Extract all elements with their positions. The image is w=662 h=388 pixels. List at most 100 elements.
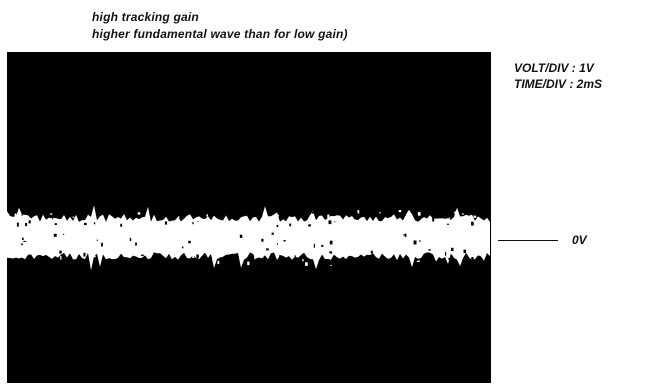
noise-speck [381, 247, 385, 249]
noise-speck [135, 242, 137, 246]
noise-speck [345, 249, 347, 254]
noise-trace-specks [9, 210, 485, 269]
noise-speck [25, 223, 28, 227]
noise-speck [328, 220, 332, 225]
noise-speck [289, 223, 292, 227]
noise-speck [313, 255, 315, 260]
noise-speck [52, 216, 54, 220]
noise-speck [261, 238, 264, 242]
noise-speck [196, 254, 199, 258]
noise-speck [92, 245, 95, 247]
noise-speck [238, 229, 241, 233]
noise-speck [161, 217, 164, 220]
noise-speck [137, 212, 141, 215]
noise-speck [25, 235, 29, 238]
noise-speck [33, 252, 36, 256]
noise-speck [106, 213, 109, 215]
noise-speck [471, 260, 474, 264]
noise-speck [120, 223, 123, 227]
noise-speck [358, 229, 362, 230]
noise-speck [181, 240, 183, 243]
noise-speck [96, 239, 98, 241]
noise-speck [308, 224, 311, 227]
noise-speck [14, 213, 17, 217]
noise-speck [206, 214, 208, 217]
noise-speck [256, 237, 258, 239]
noise-speck [188, 240, 191, 244]
noise-speck [406, 236, 410, 239]
noise-speck [83, 252, 86, 257]
noise-speck [181, 246, 184, 249]
noise-speck [302, 259, 304, 262]
noise-speck [54, 223, 57, 225]
noise-speck [276, 214, 279, 217]
noise-speck [21, 243, 23, 246]
noise-speck [83, 251, 85, 254]
noise-speck [93, 255, 96, 258]
noise-speck [266, 248, 269, 251]
noise-speck [174, 232, 176, 235]
noise-speck [172, 221, 175, 223]
noise-speck [357, 210, 360, 214]
noise-speck [208, 263, 212, 268]
scope-settings: VOLT/DIV : 1V TIME/DIV : 2mS [514, 60, 602, 92]
zero-level-label: 0V [572, 233, 587, 247]
scope-background [7, 52, 491, 383]
noise-speck [475, 264, 477, 268]
noise-speck [370, 250, 373, 254]
noise-speck [432, 217, 435, 222]
noise-speck [413, 240, 417, 245]
noise-speck [50, 213, 53, 215]
noise-speck [129, 237, 132, 241]
noise-speck [217, 260, 220, 265]
noise-speck [247, 261, 250, 266]
noise-speck [144, 265, 147, 267]
noise-speck [425, 215, 428, 218]
noise-speck [53, 233, 57, 237]
noise-speck [398, 210, 402, 213]
volt-div-label: VOLT/DIV : 1V [514, 61, 594, 75]
noise-speck [292, 259, 294, 263]
noise-speck [463, 249, 466, 254]
noise-speck [354, 219, 357, 221]
noise-speck [410, 231, 414, 234]
noise-speck [264, 218, 267, 222]
noise-speck [197, 256, 199, 259]
noise-speck [475, 259, 478, 264]
noise-speck [271, 232, 274, 235]
noise-speck [444, 252, 447, 256]
noise-speck [428, 249, 431, 251]
noise-speck [156, 231, 158, 233]
noise-speck [417, 212, 421, 216]
noise-speck [321, 244, 324, 247]
noise-speck [334, 221, 336, 223]
noise-speck [23, 240, 27, 242]
noise-speck [432, 257, 435, 260]
noise-speck [308, 246, 310, 251]
noise-speck [187, 217, 191, 220]
noise-speck [9, 264, 13, 268]
noise-speck [275, 244, 277, 247]
noise-speck [446, 223, 450, 225]
noise-speck [101, 242, 103, 247]
noise-speck [276, 224, 279, 227]
noise-speck [294, 255, 296, 257]
noise-speck [329, 240, 333, 245]
noise-speck [471, 257, 474, 261]
time-div-label: TIME/DIV : 2mS [514, 77, 603, 91]
noise-speck [352, 241, 355, 246]
noise-speck [416, 259, 420, 262]
noise-speck [203, 254, 206, 258]
noise-speck [239, 246, 241, 251]
noise-speck [283, 240, 286, 242]
noise-speck [344, 257, 347, 259]
noise-speck [446, 245, 449, 249]
noise-speck [471, 221, 474, 226]
noise-speck [140, 247, 143, 249]
noise-speck [379, 211, 381, 214]
noise-speck [26, 234, 29, 236]
noise-speck [403, 234, 405, 236]
caption-line-2: higher fundamental wave than for low gai… [92, 27, 348, 41]
noise-speck [451, 247, 454, 252]
noise-speck [152, 236, 155, 240]
